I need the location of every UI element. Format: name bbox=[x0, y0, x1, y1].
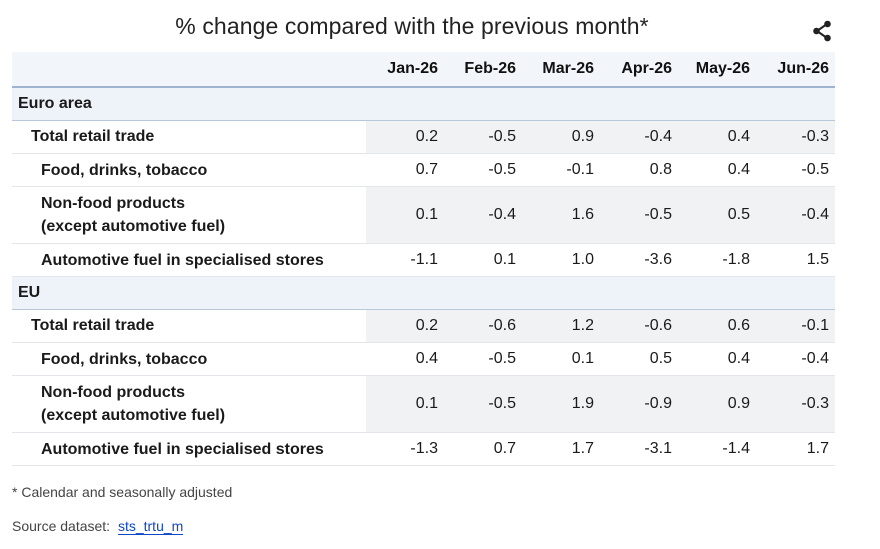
cell-value: -0.4 bbox=[600, 120, 678, 154]
cell-value: 0.4 bbox=[366, 342, 444, 376]
row-label-line: (except automotive fuel) bbox=[41, 218, 226, 235]
cell-value: 1.2 bbox=[522, 309, 600, 343]
cell-value: 1.6 bbox=[522, 186, 600, 244]
table-row: Food, drinks, tobacco 0.7 -0.5 -0.1 0.8 … bbox=[12, 153, 835, 187]
cell-value: -1.8 bbox=[678, 243, 756, 277]
cell-value: -0.3 bbox=[756, 120, 835, 154]
cell-value: -0.5 bbox=[444, 375, 522, 433]
row-label: Automotive fuel in specialised stores bbox=[12, 243, 366, 277]
cell-value: -1.3 bbox=[366, 432, 444, 466]
column-header: Feb-26 bbox=[444, 52, 522, 88]
footnote: * Calendar and seasonally adjusted bbox=[12, 484, 233, 500]
cell-value: 0.4 bbox=[678, 342, 756, 376]
cell-value: 0.5 bbox=[678, 186, 756, 244]
row-label: Non-food products (except automotive fue… bbox=[12, 375, 366, 433]
column-header: May-26 bbox=[678, 52, 756, 88]
table-row: Non-food products (except automotive fue… bbox=[12, 375, 835, 433]
source-line: Source dataset: sts_trtu_m bbox=[12, 518, 184, 535]
cell-value: 0.2 bbox=[366, 120, 444, 154]
row-label-line: Non-food products bbox=[41, 195, 185, 212]
cell-value: 1.5 bbox=[756, 243, 835, 277]
cell-value: -0.5 bbox=[444, 153, 522, 187]
cell-value: -0.6 bbox=[600, 309, 678, 343]
column-header: Jan-26 bbox=[366, 52, 444, 88]
table-row: Total retail trade 0.2 -0.6 1.2 -0.6 0.6… bbox=[12, 309, 835, 343]
row-label: Total retail trade bbox=[12, 120, 366, 154]
cell-value: 0.8 bbox=[600, 153, 678, 187]
share-icon[interactable] bbox=[810, 19, 834, 43]
cell-value: 1.7 bbox=[756, 432, 835, 466]
cell-value: 0.6 bbox=[678, 309, 756, 343]
table-row: Non-food products (except automotive fue… bbox=[12, 186, 835, 244]
group-row-euro-area: Euro area bbox=[12, 87, 835, 121]
cell-value: -0.5 bbox=[444, 342, 522, 376]
cell-value: -0.5 bbox=[444, 120, 522, 154]
cell-value: -1.1 bbox=[366, 243, 444, 277]
cell-value: -0.4 bbox=[756, 342, 835, 376]
group-label: EU bbox=[12, 276, 835, 310]
column-header: Jun-26 bbox=[756, 52, 835, 88]
column-header: Apr-26 bbox=[600, 52, 678, 88]
cell-value: 0.4 bbox=[678, 120, 756, 154]
cell-value: -1.4 bbox=[678, 432, 756, 466]
cell-value: 0.7 bbox=[444, 432, 522, 466]
cell-value: -0.5 bbox=[600, 186, 678, 244]
data-table: Jan-26 Feb-26 Mar-26 Apr-26 May-26 Jun-2… bbox=[12, 52, 835, 466]
table-row: Food, drinks, tobacco 0.4 -0.5 0.1 0.5 0… bbox=[12, 342, 835, 376]
cell-value: 0.5 bbox=[600, 342, 678, 376]
cell-value: -3.1 bbox=[600, 432, 678, 466]
source-dataset-link[interactable]: sts_trtu_m bbox=[117, 518, 184, 535]
row-label: Total retail trade bbox=[12, 309, 366, 343]
table-row: Total retail trade 0.2 -0.5 0.9 -0.4 0.4… bbox=[12, 120, 835, 154]
cell-value: 0.1 bbox=[444, 243, 522, 277]
row-label: Automotive fuel in specialised stores bbox=[12, 432, 366, 466]
cell-value: 0.4 bbox=[678, 153, 756, 187]
row-label-line: (except automotive fuel) bbox=[41, 407, 226, 424]
cell-value: -0.1 bbox=[756, 309, 835, 343]
group-row-eu: EU bbox=[12, 276, 835, 310]
row-label: Food, drinks, tobacco bbox=[12, 342, 366, 376]
header-corner bbox=[12, 52, 366, 88]
cell-value: -3.6 bbox=[600, 243, 678, 277]
cell-value: -0.4 bbox=[444, 186, 522, 244]
column-header: Mar-26 bbox=[522, 52, 600, 88]
row-label-line: Non-food products bbox=[41, 384, 185, 401]
cell-value: -0.5 bbox=[756, 153, 835, 187]
table-row: Automotive fuel in specialised stores -1… bbox=[12, 432, 835, 466]
row-label: Food, drinks, tobacco bbox=[12, 153, 366, 187]
cell-value: -0.9 bbox=[600, 375, 678, 433]
cell-value: -0.1 bbox=[522, 153, 600, 187]
cell-value: 1.0 bbox=[522, 243, 600, 277]
source-label: Source dataset: bbox=[12, 518, 111, 534]
cell-value: 0.9 bbox=[522, 120, 600, 154]
cell-value: 0.7 bbox=[366, 153, 444, 187]
cell-value: -0.4 bbox=[756, 186, 835, 244]
table-title: % change compared with the previous mont… bbox=[175, 13, 649, 39]
cell-value: 1.9 bbox=[522, 375, 600, 433]
cell-value: 0.1 bbox=[366, 186, 444, 244]
cell-value: 0.1 bbox=[366, 375, 444, 433]
cell-value: 0.1 bbox=[522, 342, 600, 376]
group-label: Euro area bbox=[12, 87, 835, 121]
cell-value: -0.6 bbox=[444, 309, 522, 343]
table-row: Automotive fuel in specialised stores -1… bbox=[12, 243, 835, 277]
row-label: Non-food products (except automotive fue… bbox=[12, 186, 366, 244]
header-row: Jan-26 Feb-26 Mar-26 Apr-26 May-26 Jun-2… bbox=[12, 52, 835, 88]
cell-value: 0.2 bbox=[366, 309, 444, 343]
cell-value: 1.7 bbox=[522, 432, 600, 466]
cell-value: -0.3 bbox=[756, 375, 835, 433]
cell-value: 0.9 bbox=[678, 375, 756, 433]
